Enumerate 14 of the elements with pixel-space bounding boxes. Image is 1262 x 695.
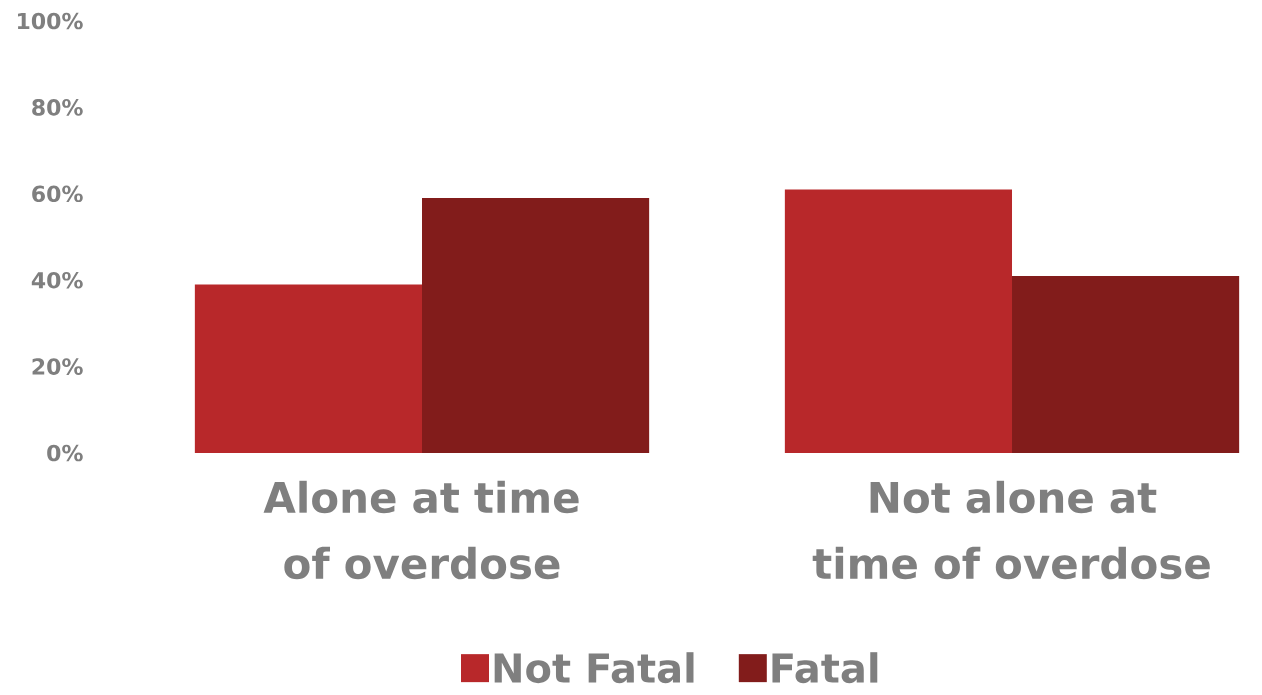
legend-label: Not Fatal	[494, 652, 694, 684]
x-tick-label: Alone at time of overdose	[263, 480, 579, 580]
y-tick-label: 60%	[32, 185, 83, 203]
y-tick-label: 20%	[32, 358, 83, 375]
bar	[1012, 275, 1240, 453]
bar	[784, 189, 1013, 453]
y-tick-label: 0%	[47, 444, 83, 462]
legend-label: Fatal	[772, 652, 878, 684]
y-tick-label: 80%	[32, 99, 83, 116]
bar	[422, 198, 650, 453]
y-tick-label: 100%	[18, 12, 83, 30]
y-tick-label: 40%	[31, 271, 83, 289]
x-tick-label: Not alone at time of overdose	[812, 480, 1210, 580]
bar	[194, 284, 422, 453]
